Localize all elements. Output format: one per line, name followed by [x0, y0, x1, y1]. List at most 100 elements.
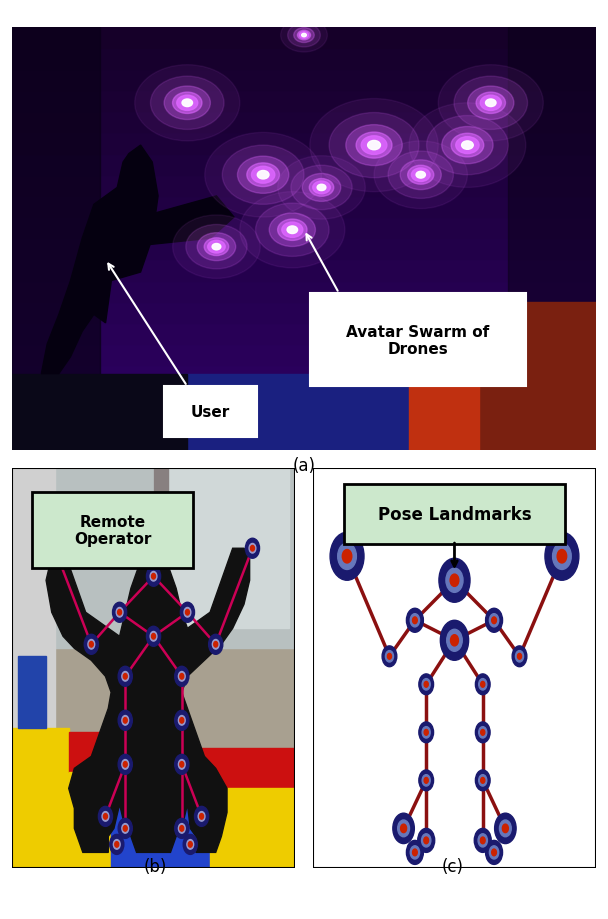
Circle shape	[476, 93, 505, 114]
Circle shape	[115, 842, 119, 847]
FancyBboxPatch shape	[164, 387, 257, 437]
Circle shape	[178, 672, 185, 681]
Circle shape	[486, 841, 503, 865]
Bar	[12, 281, 596, 302]
Circle shape	[287, 227, 297, 234]
Bar	[210, 789, 295, 868]
Bar	[12, 260, 596, 281]
Circle shape	[183, 834, 198, 855]
Circle shape	[255, 204, 329, 257]
Circle shape	[557, 550, 567, 563]
Bar	[12, 154, 596, 176]
Circle shape	[489, 614, 499, 627]
Bar	[69, 773, 125, 789]
Circle shape	[238, 157, 289, 194]
Circle shape	[475, 770, 490, 791]
Circle shape	[178, 760, 185, 769]
Circle shape	[478, 775, 487, 787]
Circle shape	[123, 674, 127, 679]
Circle shape	[480, 96, 501, 111]
Circle shape	[135, 65, 240, 142]
Circle shape	[249, 544, 256, 553]
Circle shape	[313, 182, 330, 195]
Bar	[12, 748, 295, 868]
Circle shape	[317, 185, 326, 191]
Bar	[12, 133, 596, 154]
Circle shape	[400, 161, 441, 190]
Circle shape	[393, 813, 414, 844]
Bar	[12, 49, 596, 70]
Bar	[12, 197, 596, 218]
Circle shape	[278, 220, 307, 241]
Circle shape	[442, 128, 493, 165]
Circle shape	[387, 653, 392, 660]
Circle shape	[112, 603, 126, 622]
Circle shape	[478, 679, 487, 690]
Circle shape	[310, 99, 438, 192]
Bar	[432, 302, 596, 450]
Circle shape	[294, 28, 314, 43]
Circle shape	[123, 762, 127, 767]
Circle shape	[450, 574, 459, 586]
Circle shape	[122, 716, 129, 725]
Circle shape	[291, 166, 352, 210]
Circle shape	[297, 31, 311, 40]
Bar	[12, 469, 295, 649]
Circle shape	[407, 166, 434, 185]
Circle shape	[151, 573, 156, 579]
Circle shape	[240, 192, 345, 268]
Circle shape	[151, 634, 156, 640]
Bar	[12, 28, 596, 49]
Circle shape	[281, 19, 327, 53]
Circle shape	[246, 539, 260, 559]
Circle shape	[180, 718, 184, 723]
Circle shape	[492, 618, 497, 624]
Circle shape	[461, 142, 473, 150]
Bar	[153, 469, 289, 629]
Circle shape	[480, 837, 485, 844]
Circle shape	[182, 100, 193, 108]
Circle shape	[512, 646, 527, 667]
Circle shape	[356, 133, 392, 159]
Circle shape	[309, 179, 334, 197]
Circle shape	[174, 754, 189, 775]
Circle shape	[109, 834, 124, 855]
Circle shape	[250, 546, 255, 551]
Circle shape	[205, 133, 322, 218]
Circle shape	[180, 762, 184, 767]
Circle shape	[118, 666, 133, 686]
Circle shape	[269, 214, 316, 247]
Circle shape	[409, 104, 526, 188]
Circle shape	[454, 77, 528, 130]
Bar	[12, 70, 596, 91]
Bar	[12, 729, 69, 789]
Circle shape	[178, 716, 185, 725]
Circle shape	[412, 169, 430, 182]
Text: (c): (c)	[442, 857, 464, 875]
Circle shape	[85, 635, 98, 654]
Circle shape	[51, 544, 58, 553]
Circle shape	[419, 770, 434, 791]
Bar	[12, 176, 596, 197]
Circle shape	[252, 167, 275, 184]
Circle shape	[299, 33, 309, 40]
Bar	[12, 302, 596, 323]
Bar	[12, 408, 596, 429]
Circle shape	[416, 172, 426, 179]
Circle shape	[475, 675, 490, 695]
Circle shape	[337, 543, 356, 570]
Circle shape	[412, 618, 417, 624]
Polygon shape	[106, 197, 234, 247]
Circle shape	[164, 87, 210, 120]
FancyBboxPatch shape	[32, 493, 193, 569]
Circle shape	[197, 233, 236, 261]
Circle shape	[150, 572, 157, 582]
Circle shape	[424, 682, 428, 687]
Circle shape	[481, 777, 485, 783]
Circle shape	[288, 24, 320, 48]
Circle shape	[401, 824, 407, 833]
Circle shape	[410, 845, 420, 859]
Circle shape	[419, 675, 434, 695]
Circle shape	[212, 244, 221, 251]
Circle shape	[247, 164, 280, 187]
